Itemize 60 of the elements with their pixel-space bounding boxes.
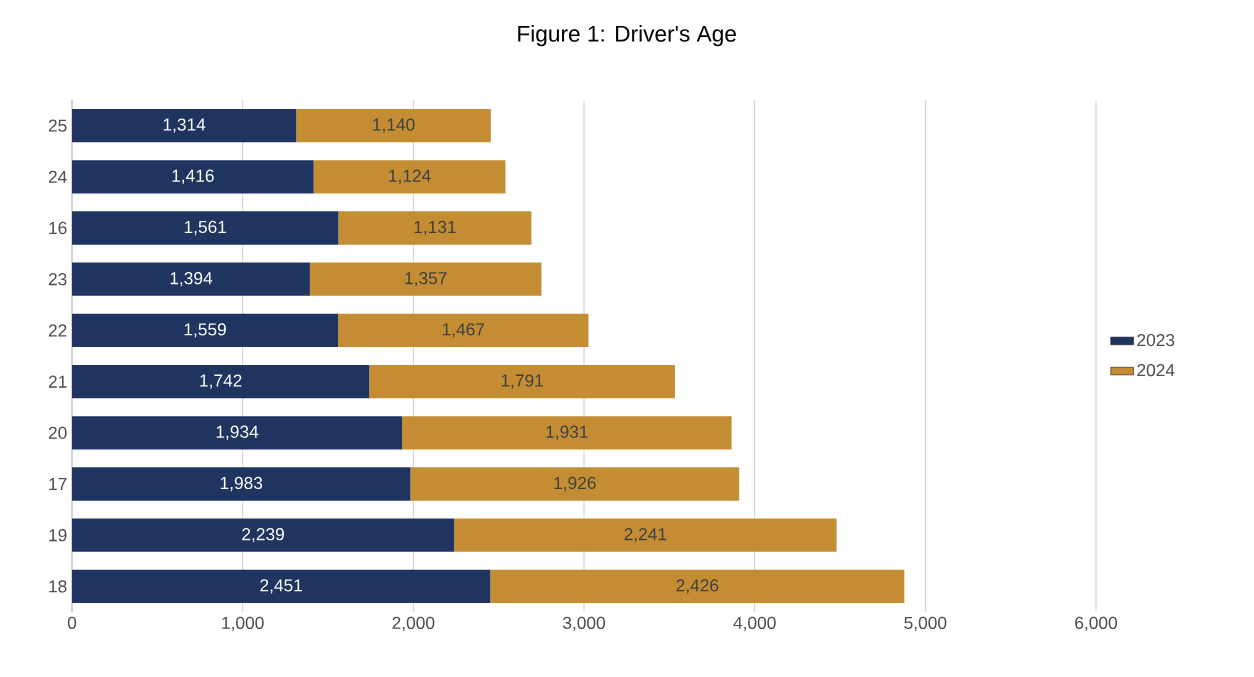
data-label: 1,983 [220, 476, 263, 492]
bar [296, 108, 491, 143]
data-label: 1,931 [546, 425, 588, 440]
y-tick-label: 20 [48, 426, 67, 439]
data-label: 1,357 [405, 272, 447, 287]
bar [72, 364, 370, 399]
bar [72, 211, 339, 245]
data-label: 1,926 [554, 476, 596, 492]
bar [338, 313, 589, 348]
x-tick-label: 1,000 [222, 616, 264, 632]
data-label: 1,559 [184, 323, 226, 338]
data-label: 1,314 [163, 118, 206, 133]
bar [72, 416, 403, 450]
data-label: 2,241 [624, 528, 667, 543]
x-tick-label: 3,000 [562, 616, 606, 632]
data-label: 2,426 [676, 579, 719, 594]
data-label: 1,394 [170, 272, 213, 287]
bar [72, 160, 314, 194]
bar [490, 569, 905, 604]
data-label: 1,140 [373, 118, 415, 133]
y-tick-label: 21 [48, 375, 67, 388]
bar [72, 108, 297, 143]
bar [72, 313, 339, 348]
data-label: 2,451 [260, 579, 302, 594]
y-tick-label: 18 [49, 580, 67, 593]
legend-label: 2024 [1137, 363, 1175, 377]
y-tick-label: 22 [48, 324, 67, 337]
x-tick-label: 2,000 [392, 616, 435, 632]
data-label: 1,131 [414, 220, 456, 236]
x-tick-label: 5,000 [904, 616, 947, 632]
bar [410, 467, 740, 501]
data-label: 1,467 [442, 323, 485, 338]
y-tick-label: 16 [49, 221, 67, 235]
chart-title: Figure 1: Driver's Age [518, 25, 736, 47]
bar [369, 364, 675, 399]
data-label: 1,124 [389, 169, 431, 184]
data-label: 1,791 [501, 374, 543, 389]
y-tick-label: 17 [49, 478, 67, 490]
bar [309, 262, 542, 296]
bar [72, 518, 455, 552]
y-tick-label: 24 [48, 170, 67, 183]
bar [454, 518, 837, 552]
legend-label: 2023 [1137, 333, 1175, 347]
bar [338, 211, 532, 245]
bar [313, 160, 506, 194]
y-tick-label: 23 [48, 273, 67, 286]
data-label: 1,742 [200, 374, 242, 389]
x-tick-label: 6,000 [1075, 616, 1118, 632]
x-tick-label: 4,000 [733, 616, 776, 632]
data-label: 1,561 [184, 220, 227, 236]
x-tick-label: 0 [67, 616, 77, 629]
data-label: 1,934 [216, 425, 259, 440]
data-label: 1,416 [172, 169, 214, 184]
y-tick-label: 19 [49, 529, 67, 542]
data-label: 2,239 [242, 528, 284, 543]
bar [72, 569, 491, 604]
bar [72, 262, 310, 296]
y-tick-label: 25 [48, 119, 67, 132]
bar [402, 416, 732, 450]
bar [72, 467, 411, 501]
